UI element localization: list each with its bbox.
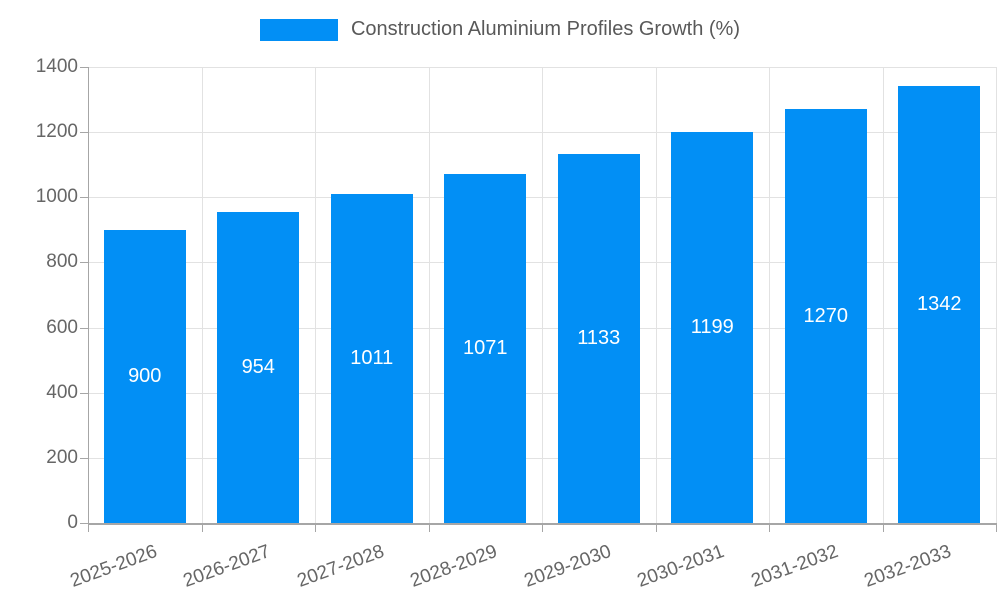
x-axis-tick: [655, 523, 657, 532]
bar[interactable]: 954: [217, 212, 300, 523]
bar[interactable]: 1199: [671, 132, 754, 523]
y-axis-tick-label: 1200: [35, 121, 78, 143]
y-axis-tick: [80, 262, 88, 264]
y-axis-tick-label: 600: [46, 316, 78, 338]
y-axis-tick: [80, 523, 88, 524]
bar-value-label: 900: [128, 364, 162, 387]
x-gridline: [882, 67, 884, 523]
x-axis-tick-label: 2031-2032: [748, 541, 841, 592]
y-axis-tick: [80, 457, 88, 459]
x-axis-tick: [315, 523, 316, 532]
bar[interactable]: 1071: [444, 174, 527, 523]
x-gridline: [201, 67, 203, 523]
y-axis-tick-label: 1000: [35, 186, 78, 208]
bar-value-label: 1011: [350, 346, 394, 369]
legend[interactable]: Construction Aluminium Profiles Growth (…: [0, 18, 1000, 41]
bar[interactable]: 1011: [330, 193, 413, 523]
x-gridline: [542, 67, 543, 523]
x-gridline: [655, 67, 657, 523]
y-axis-tick: [80, 132, 88, 134]
x-gridline: [428, 67, 430, 523]
legend-label: Construction Aluminium Profiles Growth (…: [350, 18, 740, 40]
bar[interactable]: 1342: [898, 85, 981, 523]
bar-value-label: 1270: [803, 304, 849, 327]
x-axis-tick-label: 2032-2033: [861, 541, 955, 592]
x-axis-tick-label: 2025-2026: [67, 541, 160, 592]
y-axis-tick: [80, 197, 88, 199]
y-axis-line: [88, 67, 89, 525]
x-axis-tick: [996, 523, 997, 532]
bar[interactable]: 1270: [784, 109, 867, 523]
x-axis-tick: [428, 523, 430, 532]
y-axis-tick: [80, 327, 88, 329]
y-axis-tick-label: 400: [46, 381, 78, 403]
bar-value-label: 1199: [690, 316, 734, 339]
x-axis-tick: [769, 523, 770, 532]
y-axis-tick: [80, 392, 88, 394]
x-axis-tick-label: 2026-2027: [180, 541, 274, 592]
x-gridline: [996, 67, 997, 523]
plot-area: 900 954 1011 1071 1133 1199 1270 1342: [88, 67, 997, 523]
y-axis-tick-label: 200: [46, 446, 78, 468]
x-gridline: [315, 67, 316, 523]
x-axis-tick: [88, 523, 89, 532]
bar-value-label: 1342: [917, 292, 962, 315]
legend-swatch: [259, 18, 338, 41]
y-axis-tick-label: 800: [46, 251, 78, 273]
x-axis-tick-label: 2029-2030: [521, 541, 614, 592]
y-axis-tick-label: 0: [67, 512, 78, 533]
y-axis-tick-label: 1400: [35, 56, 78, 77]
bar[interactable]: 900: [103, 229, 186, 523]
bar-value-label: 1133: [577, 326, 621, 349]
x-axis-tick: [542, 523, 543, 532]
bar-value-label: 954: [241, 356, 275, 379]
x-axis-tick-label: 2028-2029: [407, 541, 501, 592]
y-axis-tick: [80, 67, 88, 68]
x-gridline: [769, 67, 770, 523]
bar[interactable]: 1133: [557, 153, 640, 523]
x-axis-tick: [201, 523, 203, 532]
bar-value-label: 1071: [463, 337, 508, 360]
x-axis-tick: [882, 523, 884, 532]
x-axis-tick-label: 2030-2031: [634, 541, 728, 592]
x-axis-tick-label: 2027-2028: [294, 541, 387, 592]
